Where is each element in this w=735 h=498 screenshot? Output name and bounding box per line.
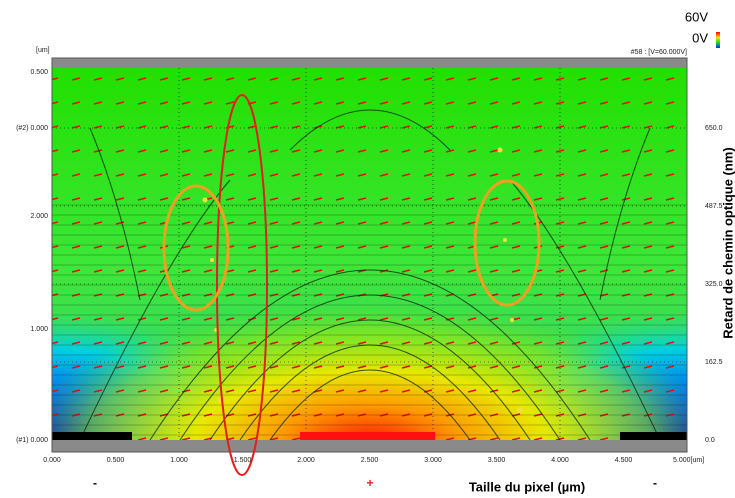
electrode-center: [300, 432, 435, 441]
right-tick-label: 162.5: [705, 359, 723, 366]
electrode-sign: +: [366, 476, 373, 490]
status-label: #58 : [V=60.000V]: [631, 49, 687, 56]
bottom-tick-label: 3.500: [488, 457, 506, 464]
electrode-sign: -: [653, 476, 657, 490]
bottom-tick-label: 1.500: [234, 457, 252, 464]
right-tick-label: 325.0: [705, 281, 723, 288]
bottom-tick-label: 4.500: [615, 457, 633, 464]
electrode-left: [52, 432, 132, 441]
bottom-tick-label: 0.500: [107, 457, 125, 464]
left-tick-label: 2.000: [30, 213, 48, 220]
disclinations: [202, 147, 523, 413]
axes: 0.500 (#2) 0.000 2.000 1.000 (#1) 0.000 0.000…: [16, 69, 723, 490]
highlight-red: [216, 94, 268, 476]
bottom-tick-label: 0.000: [43, 457, 61, 464]
bottom-tick-label: 5.000[um]: [673, 457, 704, 464]
bottom-tick-label: 4.000: [551, 457, 569, 464]
contours: [79, 109, 661, 441]
bottom-bar: [52, 440, 687, 452]
unit-label: [um]: [36, 47, 50, 54]
bottom-tick-label: 1.000: [170, 457, 188, 464]
electrode-right: [620, 432, 687, 441]
highlight-left: [162, 184, 230, 312]
electrode-sign: -: [93, 476, 97, 490]
left-tick-label: (#2) 0.000: [16, 125, 48, 132]
bottom-tick-label: 3.000: [424, 457, 442, 464]
legend-low: 0V: [692, 30, 708, 45]
y-title: Retard de chemin optique (nm): [720, 147, 735, 338]
legend-high: 60V: [685, 9, 708, 24]
top-bar: [52, 58, 687, 68]
right-tick-label: 487.5: [705, 203, 723, 210]
left-tick-label: 1.000: [30, 326, 48, 333]
bottom-tick-label: 2.000: [297, 457, 315, 464]
left-tick-label: (#1) 0.000: [16, 437, 48, 444]
highlight-right: [473, 179, 541, 307]
legend-bar: [716, 32, 720, 48]
bottom-tick-label: 2.500: [361, 457, 379, 464]
right-tick-label: 650.0: [705, 125, 723, 132]
left-tick-label: 0.500: [30, 69, 48, 76]
right-tick-label: 0.0: [705, 437, 715, 444]
x-title: Taille du pixel (µm): [469, 479, 585, 494]
frame: [51, 57, 688, 453]
